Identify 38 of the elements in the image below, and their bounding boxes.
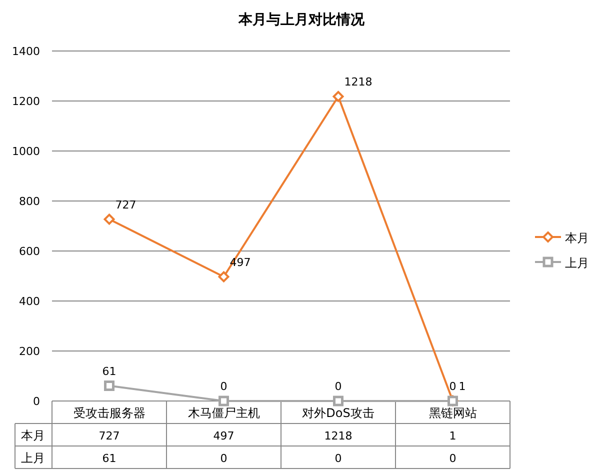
text: 0: [334, 380, 342, 393]
chart-title: 本月与上月对比情况: [238, 12, 366, 28]
y-tick-label: 800: [19, 195, 40, 208]
y-tick-label: 0: [33, 395, 40, 408]
x-tick-label: 黑链网站: [428, 406, 477, 420]
text: 上月: [21, 451, 45, 465]
text: 0: [449, 380, 456, 393]
legend-label: 上月: [565, 256, 589, 270]
y-tick-label: 400: [19, 295, 40, 308]
data-label: 61: [102, 452, 116, 465]
data-label: 497: [213, 430, 234, 442]
data-label: 1: [449, 430, 456, 442]
text: 1218: [344, 76, 372, 88]
point: [218, 396, 229, 406]
text: 727: [115, 198, 136, 212]
data-label: 0: [449, 452, 456, 465]
point: [333, 396, 344, 406]
y-tick-label: 1400: [12, 45, 40, 58]
point: [218, 271, 230, 282]
y-tick-label: 600: [19, 245, 40, 258]
y-tick-label: 1000: [12, 145, 40, 158]
point: [332, 91, 344, 102]
text: 本月: [21, 428, 45, 442]
x-tick-label: 受攻击服务器: [73, 406, 146, 420]
data-label: 0: [334, 452, 342, 465]
data-label: 1218: [324, 430, 352, 442]
x-tick-label: 木马僵尸主机: [188, 406, 260, 420]
point: [104, 380, 114, 391]
text: 0: [220, 380, 228, 393]
y-tick-label: 1200: [12, 95, 40, 108]
text: 1: [458, 380, 466, 393]
point: [104, 214, 115, 225]
data-label: 0: [220, 452, 228, 465]
text: 61: [102, 364, 116, 378]
legend-label: 本月: [565, 231, 589, 245]
data-label: 727: [98, 430, 120, 442]
x-tick-label: 对外DoS攻击: [302, 406, 374, 420]
y-tick-label: 200: [19, 345, 40, 358]
